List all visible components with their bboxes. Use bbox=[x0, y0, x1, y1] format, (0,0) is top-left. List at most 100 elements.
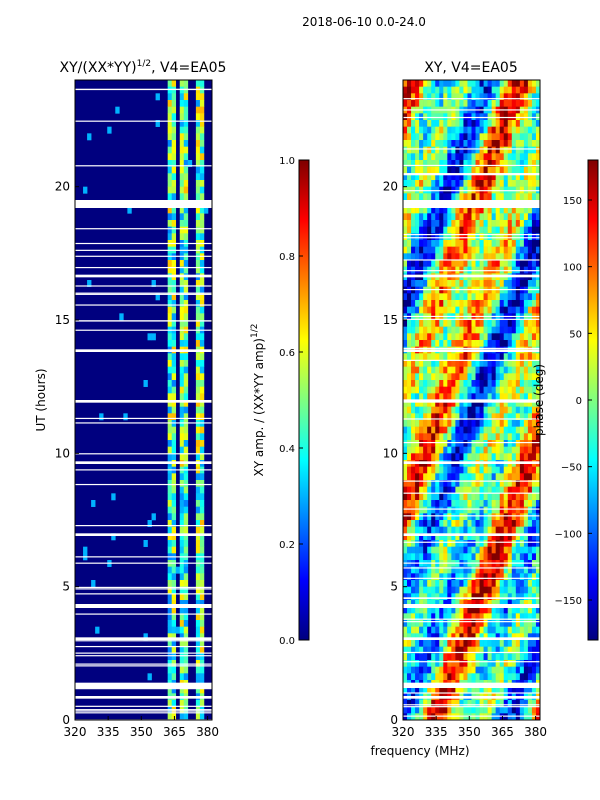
heatmap-cell bbox=[463, 553, 468, 561]
heatmap-cell bbox=[447, 426, 452, 434]
heatmap-cell bbox=[455, 140, 460, 147]
heatmap-cell bbox=[467, 93, 472, 101]
heatmap-cell bbox=[503, 520, 509, 527]
heatmap-cell bbox=[171, 600, 177, 607]
heatmap-cell bbox=[531, 166, 537, 174]
heatmap-cell bbox=[427, 380, 432, 387]
heatmap-cell bbox=[199, 233, 205, 241]
heatmap-cell bbox=[463, 493, 468, 501]
heatmap-cell bbox=[503, 293, 509, 301]
x-tick-label: 380 bbox=[196, 725, 219, 739]
heatmap-cell bbox=[475, 513, 480, 521]
heatmap-cell bbox=[167, 620, 173, 627]
heatmap-cell bbox=[443, 140, 448, 147]
heatmap-cell bbox=[487, 360, 492, 367]
heatmap-cell bbox=[183, 546, 189, 554]
heatmap-cell bbox=[167, 473, 173, 481]
heatmap-cell bbox=[531, 146, 537, 154]
flagged-line bbox=[403, 233, 540, 236]
heatmap-cell bbox=[455, 386, 460, 394]
heatmap-cell bbox=[151, 333, 156, 341]
heatmap-cell bbox=[199, 260, 205, 267]
heatmap-cell bbox=[403, 533, 408, 541]
heatmap-cell bbox=[199, 573, 205, 581]
flagged-line bbox=[75, 710, 212, 712]
heatmap-cell bbox=[495, 546, 501, 554]
heatmap-cell bbox=[459, 433, 464, 441]
heatmap-cell bbox=[463, 173, 468, 181]
heatmap-cell bbox=[467, 320, 472, 327]
heatmap-cell bbox=[451, 113, 456, 121]
heatmap-cell bbox=[171, 626, 177, 634]
heatmap-cell bbox=[411, 86, 416, 94]
heatmap-cell bbox=[439, 660, 444, 667]
heatmap-cell bbox=[507, 706, 513, 714]
heatmap-cell bbox=[499, 646, 505, 654]
heatmap-cell bbox=[459, 700, 464, 707]
heatmap-cell bbox=[419, 100, 424, 107]
heatmap-cell bbox=[435, 380, 440, 387]
heatmap-cell bbox=[431, 180, 436, 187]
heatmap-cell bbox=[515, 666, 521, 674]
heatmap-cell bbox=[407, 533, 412, 541]
heatmap-cell bbox=[511, 340, 517, 347]
heatmap-cell bbox=[179, 633, 185, 641]
heatmap-cell bbox=[443, 453, 448, 461]
heatmap-cell bbox=[171, 306, 177, 314]
heatmap-cell bbox=[403, 686, 408, 694]
heatmap-cell bbox=[479, 553, 484, 561]
heatmap-cell bbox=[423, 626, 428, 634]
flagged-line bbox=[75, 705, 212, 707]
heatmap-cell bbox=[407, 153, 412, 161]
heatmap-cell bbox=[171, 640, 177, 647]
heatmap-cell bbox=[535, 233, 540, 241]
heatmap-cell bbox=[179, 700, 185, 707]
heatmap-cell bbox=[403, 473, 408, 481]
heatmap-cell bbox=[415, 206, 420, 214]
heatmap-cell bbox=[531, 220, 537, 227]
flagged-line bbox=[75, 304, 212, 306]
heatmap-cell bbox=[403, 646, 408, 654]
heatmap-cell bbox=[535, 520, 540, 527]
heatmap-cell bbox=[527, 686, 533, 694]
heatmap-cell bbox=[435, 386, 440, 394]
heatmap-cell bbox=[199, 413, 205, 421]
heatmap-cell bbox=[515, 606, 521, 614]
heatmap-cell bbox=[435, 466, 440, 474]
heatmap-cell bbox=[467, 213, 472, 221]
heatmap-cell bbox=[403, 326, 408, 334]
heatmap-cell bbox=[503, 713, 509, 720]
heatmap-cell bbox=[471, 533, 476, 541]
heatmap-cell bbox=[479, 293, 484, 301]
heatmap-cell bbox=[403, 553, 408, 561]
heatmap-cell bbox=[467, 666, 472, 674]
heatmap-cell bbox=[491, 366, 496, 374]
heatmap-cell bbox=[491, 340, 496, 347]
heatmap-cell bbox=[515, 193, 521, 201]
heatmap-cell bbox=[423, 93, 428, 101]
heatmap-cell bbox=[183, 660, 189, 667]
heatmap-cell bbox=[451, 540, 456, 547]
flagged-line bbox=[75, 525, 212, 527]
heatmap-cell bbox=[195, 446, 201, 454]
heatmap-cell bbox=[487, 433, 492, 441]
heatmap-cell bbox=[407, 413, 412, 421]
heatmap-cell bbox=[511, 166, 517, 174]
heatmap-cell bbox=[415, 433, 420, 441]
heatmap-cell bbox=[479, 653, 484, 661]
heatmap-cell bbox=[199, 566, 205, 574]
heatmap-cell bbox=[419, 400, 424, 407]
heatmap-cell bbox=[195, 520, 201, 527]
heatmap-cell bbox=[483, 166, 488, 174]
heatmap-cell bbox=[419, 500, 424, 507]
heatmap-cell bbox=[451, 586, 456, 594]
heatmap-cell bbox=[439, 393, 444, 401]
heatmap-cell bbox=[507, 166, 513, 174]
heatmap-cell bbox=[495, 666, 501, 674]
heatmap-cell bbox=[459, 300, 464, 307]
heatmap-cell bbox=[499, 253, 505, 261]
heatmap-cell bbox=[439, 666, 444, 674]
heatmap-cell bbox=[443, 206, 448, 214]
heatmap-cell bbox=[459, 280, 464, 287]
heatmap-cell bbox=[491, 373, 496, 381]
